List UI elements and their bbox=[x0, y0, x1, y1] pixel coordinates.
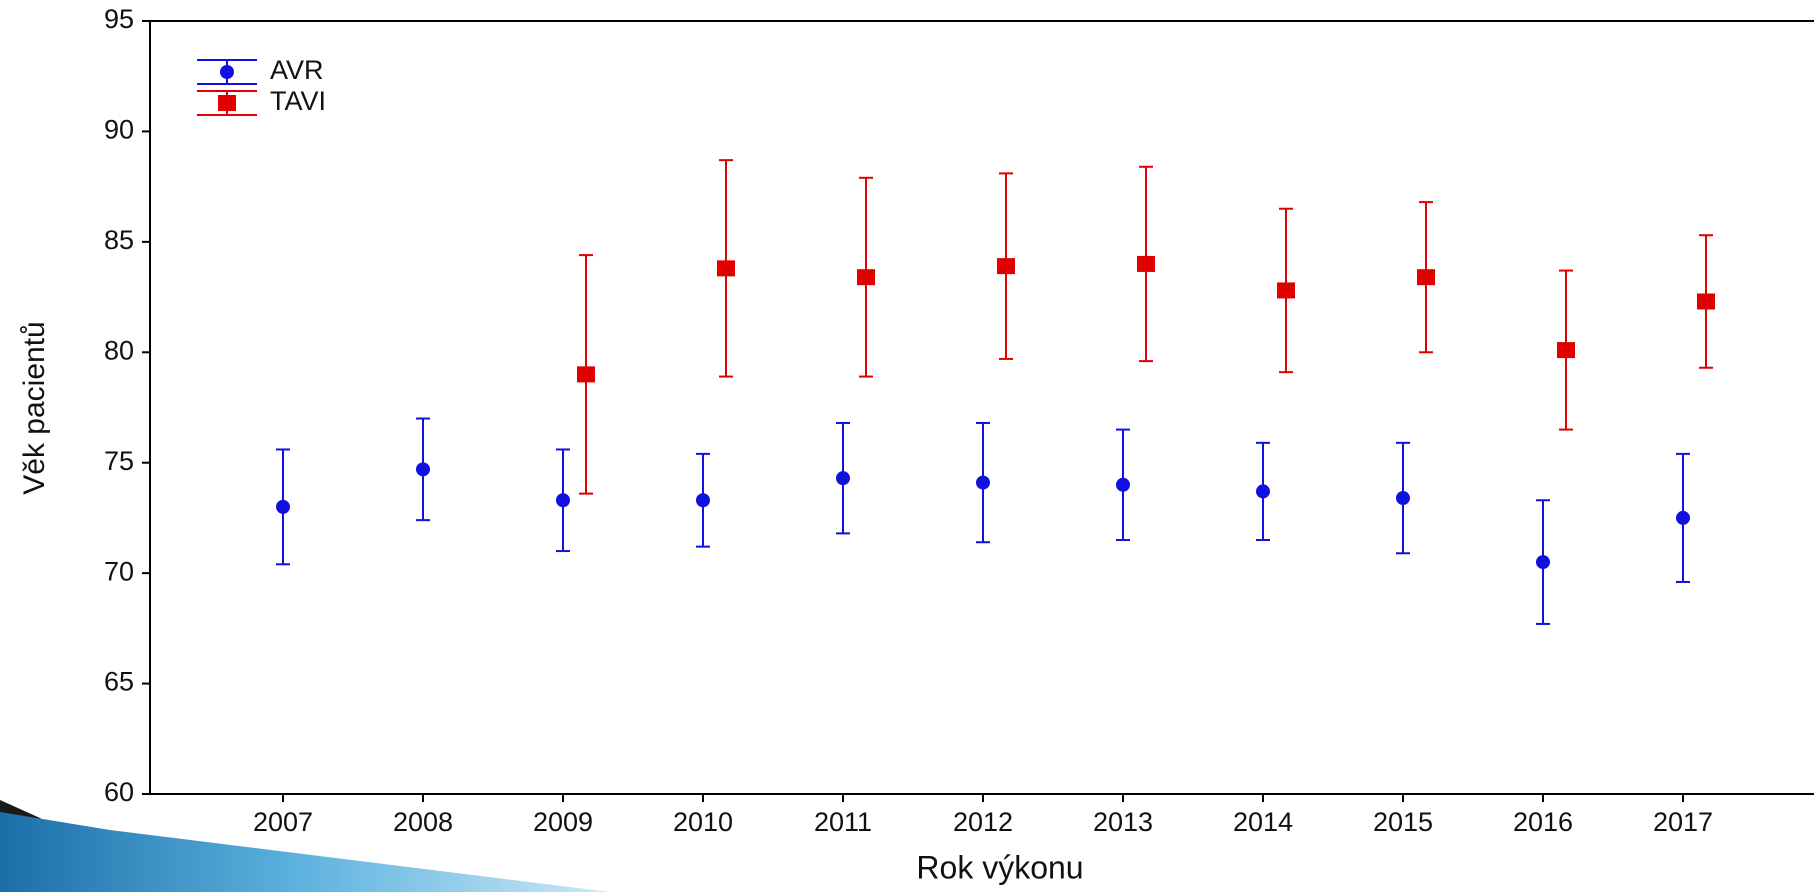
legend-label: AVR bbox=[270, 55, 324, 85]
point bbox=[1697, 293, 1715, 309]
point bbox=[836, 471, 850, 485]
x-tick-label: 2016 bbox=[1513, 807, 1573, 837]
point bbox=[1676, 511, 1690, 525]
y-tick-label: 65 bbox=[104, 667, 134, 697]
chart: Rok výkonu Věk pacientů 60 65 70 75 80 85 90 95… bbox=[0, 0, 1814, 892]
x-tick-label: 2011 bbox=[814, 807, 872, 837]
legend-marker bbox=[218, 95, 236, 111]
point bbox=[1137, 256, 1155, 272]
point bbox=[696, 493, 710, 507]
x-tick-label: 2008 bbox=[393, 807, 453, 837]
y-tick-label: 95 bbox=[104, 4, 134, 34]
y-tick-label: 80 bbox=[104, 335, 134, 365]
y-tick-label: 75 bbox=[104, 446, 134, 476]
point bbox=[416, 462, 430, 476]
point bbox=[1277, 282, 1295, 298]
x-tick-label: 2010 bbox=[673, 807, 733, 837]
x-tick-label: 2009 bbox=[533, 807, 593, 837]
x-tick-label: 2017 bbox=[1653, 807, 1713, 837]
point bbox=[997, 258, 1015, 274]
point bbox=[1256, 484, 1270, 498]
point bbox=[1417, 269, 1435, 285]
point bbox=[556, 493, 570, 507]
y-tick-label: 60 bbox=[104, 777, 134, 807]
point bbox=[857, 269, 875, 285]
y-tick-label: 85 bbox=[104, 225, 134, 255]
point bbox=[1396, 491, 1410, 505]
legend-marker bbox=[220, 65, 234, 79]
y-tick-label: 90 bbox=[104, 115, 134, 145]
point bbox=[1116, 478, 1130, 492]
x-tick-label: 2015 bbox=[1373, 807, 1433, 837]
point bbox=[276, 500, 290, 514]
y-tick-label: 70 bbox=[104, 556, 134, 586]
y-axis-title: Věk pacientů bbox=[18, 321, 51, 494]
point bbox=[1536, 555, 1550, 569]
point bbox=[1557, 342, 1575, 358]
point bbox=[976, 476, 990, 490]
point bbox=[577, 366, 595, 382]
point bbox=[717, 260, 735, 276]
x-tick-label: 2012 bbox=[953, 807, 1013, 837]
legend-label: TAVI bbox=[270, 86, 326, 116]
x-tick-label: 2013 bbox=[1093, 807, 1153, 837]
x-tick-label: 2007 bbox=[253, 807, 313, 837]
x-axis-title: Rok výkonu bbox=[916, 849, 1083, 885]
x-tick-label: 2014 bbox=[1233, 807, 1293, 837]
